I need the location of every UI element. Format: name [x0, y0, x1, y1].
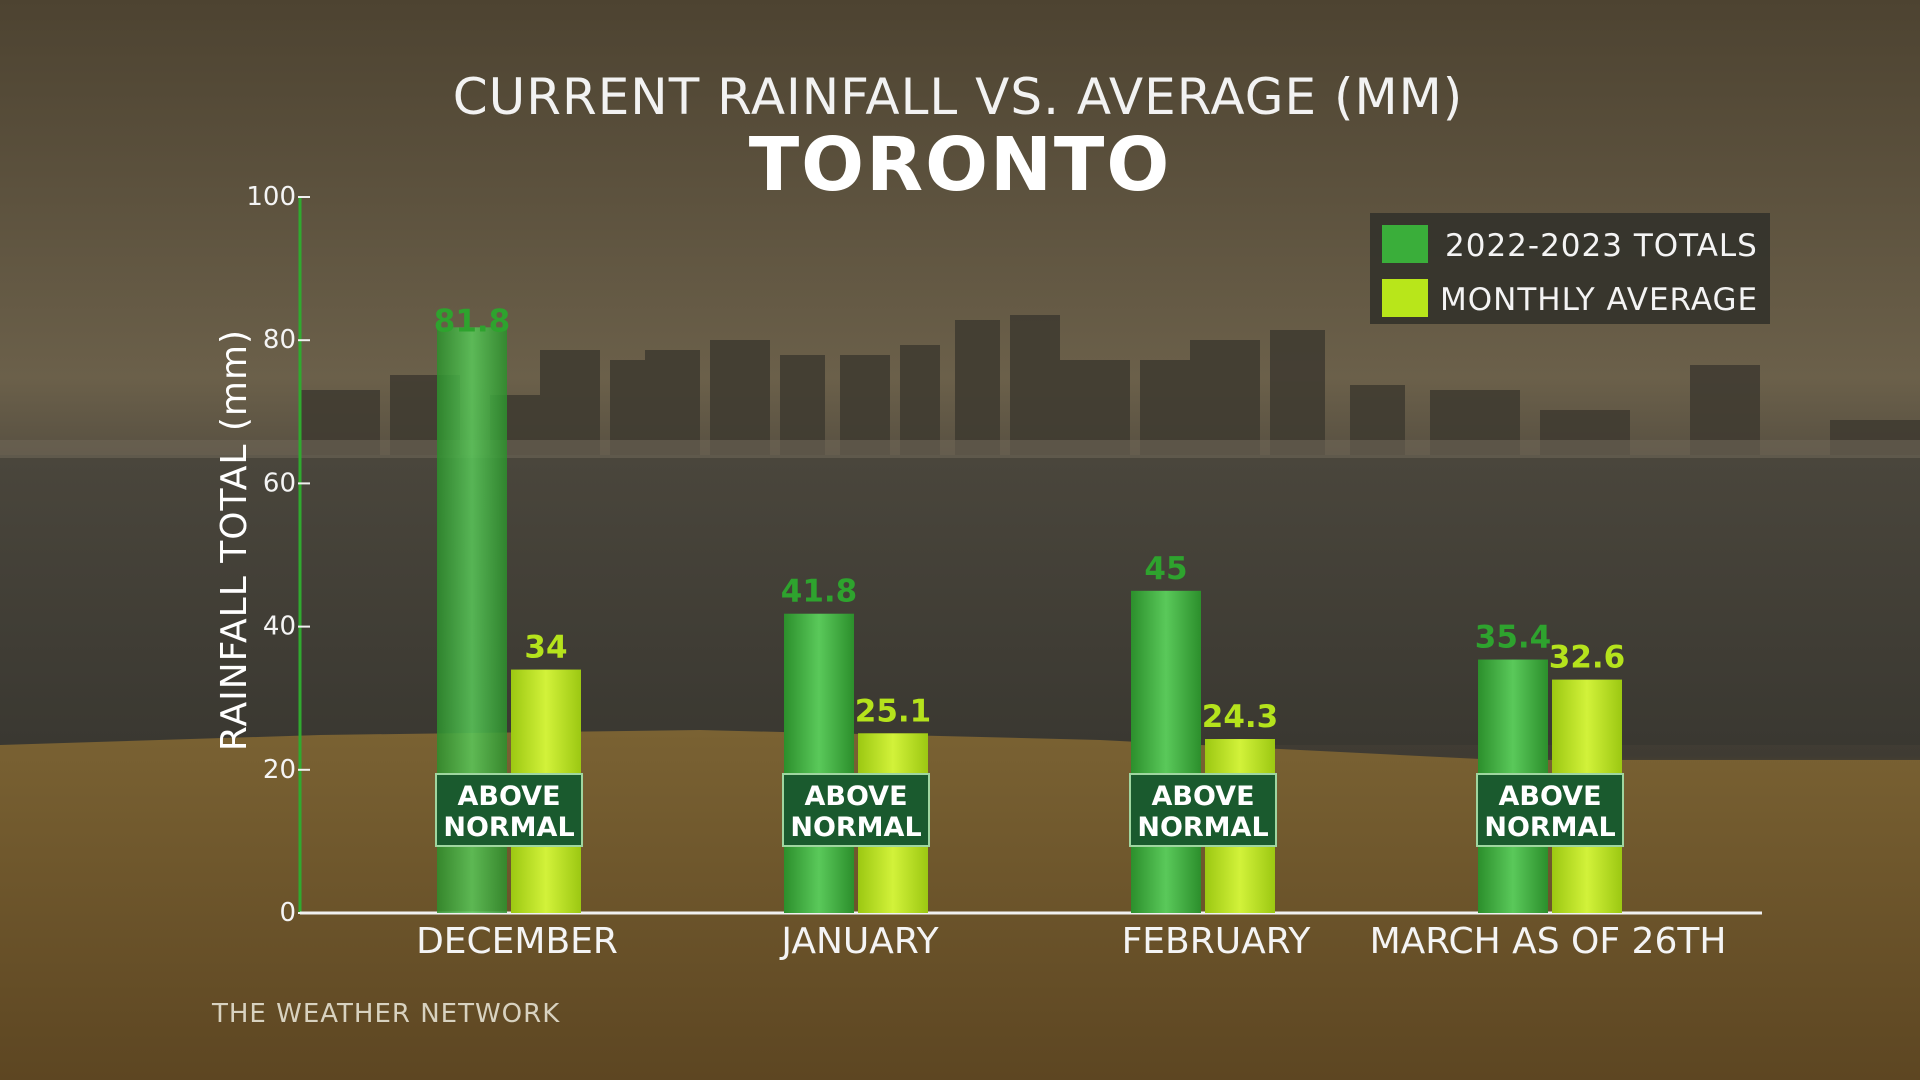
badge-box	[782, 773, 930, 847]
legend: 2022-2023 TOTALS MONTHLY AVERAGE	[1370, 213, 1770, 324]
value-label-average-2: 24.3	[1202, 699, 1279, 735]
legend-label-average: MONTHLY AVERAGE	[1440, 282, 1758, 318]
badge-line2: NORMAL	[790, 812, 921, 843]
y-tick-label: 0	[279, 898, 296, 928]
legend-box	[1370, 213, 1770, 324]
badge-line1: ABOVE	[804, 781, 907, 812]
value-label-totals-2: 45	[1144, 551, 1187, 587]
badge-line1: ABOVE	[1498, 781, 1601, 812]
badge-line1: ABOVE	[457, 781, 560, 812]
y-tick-label: 20	[263, 755, 296, 785]
legend-label-totals: 2022-2023 TOTALS	[1445, 228, 1758, 264]
badge-box	[1129, 773, 1277, 847]
badge-line1: ABOVE	[1151, 781, 1254, 812]
y-tick-label: 100	[246, 182, 296, 212]
bars	[437, 327, 1622, 913]
badge-box	[435, 773, 583, 847]
value-label-totals-3: 35.4	[1475, 620, 1552, 656]
y-tick-label: 40	[263, 612, 296, 642]
badge-line2: NORMAL	[443, 812, 574, 843]
category-labels: DECEMBER JANUARY FEBRUARY MARCH AS OF 26TH	[416, 921, 1726, 962]
bar-totals-1	[784, 613, 854, 913]
y-tick-label: 80	[263, 325, 296, 355]
badge-line2: NORMAL	[1484, 812, 1615, 843]
y-axis-label: RAINFALL TOTAL (mm)	[214, 329, 255, 751]
value-label-average-0: 34	[524, 630, 567, 666]
badge-line2: NORMAL	[1137, 812, 1268, 843]
chart-title: CURRENT RAINFALL VS. AVERAGE (MM)	[453, 68, 1464, 126]
badge-box	[1476, 773, 1624, 847]
category-label-2: FEBRUARY	[1122, 921, 1312, 962]
badges: ABOVENORMALABOVENORMALABOVENORMALABOVENO…	[435, 773, 1624, 847]
bar-totals-2	[1131, 590, 1201, 913]
y-tick-label: 60	[263, 468, 296, 498]
chart-subtitle: TORONTO	[749, 122, 1172, 208]
value-label-average-3: 32.6	[1549, 640, 1626, 676]
category-label-1: JANUARY	[779, 921, 939, 962]
axes: 0 20 40 60 80 100	[246, 182, 1762, 928]
category-label-3: MARCH AS OF 26TH	[1370, 921, 1727, 962]
value-label-average-1: 25.1	[855, 693, 932, 729]
legend-swatch-average	[1382, 279, 1428, 317]
value-label-totals-1: 41.8	[781, 574, 858, 610]
value-label-totals-0: 81.8	[434, 303, 511, 339]
legend-swatch-totals	[1382, 225, 1428, 263]
category-label-0: DECEMBER	[416, 921, 618, 962]
brand-label: THE WEATHER NETWORK	[211, 999, 560, 1029]
value-labels: 81.8 34 41.8 25.1 45 24.3 35.432.6	[434, 303, 1626, 735]
